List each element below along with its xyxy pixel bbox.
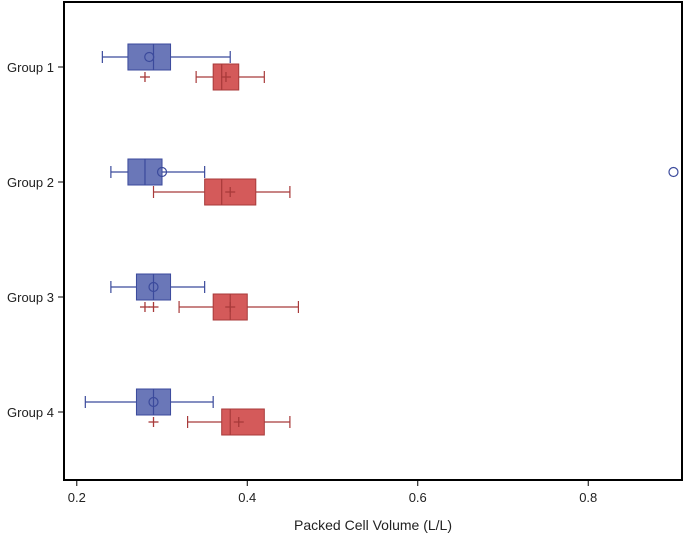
x-axis-title: Packed Cell Volume (L/L) — [294, 517, 452, 533]
y-category-label-2: Group 2 — [7, 175, 54, 190]
x-tick-label-4: 0.8 — [579, 490, 597, 505]
group4-series-blue-mean-marker — [148, 396, 159, 408]
chart-axes: 0.2 0.4 0.6 0.8 Group 1 Group 2 Group 3 Group 4 — [7, 60, 597, 505]
y-category-label-1: Group 1 — [7, 60, 54, 75]
group1-series-red-mean-marker — [220, 72, 231, 82]
group3-series-blue-mean-marker — [148, 281, 159, 293]
x-tick-label-3: 0.6 — [409, 490, 427, 505]
group1-series-blue-box — [127, 43, 172, 71]
group3-series-red-outlier-1 — [139, 302, 150, 312]
group2-series-blue-mean-marker — [156, 166, 168, 178]
group3-series-red-mean-marker — [225, 302, 236, 312]
group4-series-red-mean-marker — [233, 417, 244, 427]
y-category-label-4: Group 4 — [7, 405, 54, 420]
group1-series-red-outlier-1 — [139, 72, 150, 82]
group2-series-blue-outlier-1 — [668, 166, 679, 178]
chart-marks — [84, 43, 679, 436]
group4-series-red-outlier-1 — [148, 417, 159, 427]
x-tick-label-1: 0.2 — [68, 490, 86, 505]
group2-series-red-mean-marker — [225, 187, 236, 197]
x-tick-label-2: 0.4 — [238, 490, 256, 505]
group1-series-red-box — [212, 63, 240, 91]
y-category-label-3: Group 3 — [7, 290, 54, 305]
group1-series-blue-mean-marker — [144, 51, 155, 63]
group3-series-red-outlier-2 — [148, 302, 159, 312]
